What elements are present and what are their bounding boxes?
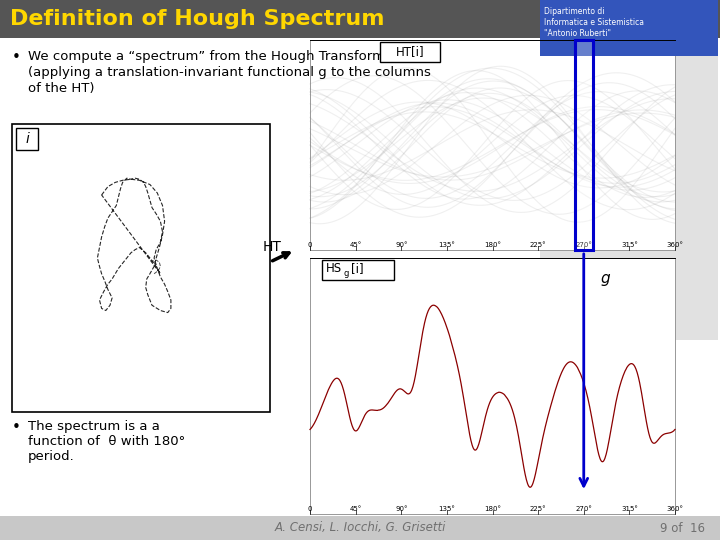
- Text: 90°: 90°: [395, 242, 408, 248]
- Text: •: •: [12, 50, 21, 65]
- Bar: [12, 124, 270, 412]
- Text: g: g: [344, 268, 349, 278]
- Text: (applying a translation-invariant functional g to the columns: (applying a translation-invariant functi…: [28, 66, 431, 79]
- Text: 135°: 135°: [438, 242, 455, 248]
- Text: period.: period.: [28, 450, 75, 463]
- Bar: [575, 40, 593, 250]
- Text: 0: 0: [307, 242, 312, 248]
- Text: of the HT): of the HT): [28, 82, 94, 95]
- Text: We compute a “spectrum” from the Hough Transform: We compute a “spectrum” from the Hough T…: [28, 50, 385, 63]
- Text: HT: HT: [263, 240, 282, 254]
- Text: 0: 0: [307, 506, 312, 512]
- Text: 45°: 45°: [349, 242, 361, 248]
- Text: 180°: 180°: [484, 506, 501, 512]
- Text: 225°: 225°: [530, 242, 546, 248]
- Text: Informatica e Sistemistica: Informatica e Sistemistica: [544, 18, 644, 27]
- Text: function of  θ with 180°: function of θ with 180°: [28, 435, 185, 448]
- Bar: [322, 260, 394, 280]
- Text: g: g: [600, 271, 611, 286]
- Text: •: •: [12, 420, 21, 435]
- Text: 315°: 315°: [621, 506, 638, 512]
- Text: 225°: 225°: [530, 506, 546, 512]
- Text: Dipartimento di: Dipartimento di: [544, 7, 605, 16]
- Text: i: i: [25, 132, 29, 146]
- Bar: [575, 40, 593, 250]
- Text: 135°: 135°: [438, 506, 455, 512]
- Text: HT[i]: HT[i]: [396, 45, 424, 58]
- Text: 45°: 45°: [349, 506, 361, 512]
- Bar: [310, 40, 675, 250]
- Text: 270°: 270°: [575, 242, 592, 248]
- Bar: [380, 42, 440, 62]
- Text: HS: HS: [326, 262, 342, 275]
- Text: 90°: 90°: [395, 506, 408, 512]
- Text: 315°: 315°: [621, 242, 638, 248]
- Text: 270°: 270°: [575, 506, 592, 512]
- Text: 360°: 360°: [667, 506, 683, 512]
- Text: [i]: [i]: [351, 262, 364, 275]
- Text: 180°: 180°: [484, 242, 501, 248]
- Bar: [16, 128, 38, 150]
- Bar: [540, 0, 718, 56]
- Bar: [310, 258, 675, 514]
- Bar: [540, 30, 718, 340]
- Text: "Antonio Ruberti": "Antonio Ruberti": [544, 29, 611, 38]
- Text: The spectrum is a a: The spectrum is a a: [28, 420, 160, 433]
- Text: Definition of Hough Spectrum: Definition of Hough Spectrum: [10, 9, 384, 29]
- Text: 9 of  16: 9 of 16: [660, 522, 705, 535]
- Bar: [0, 0, 720, 38]
- Text: 360°: 360°: [667, 242, 683, 248]
- Text: A. Censi, L. Iocchi, G. Grisetti: A. Censi, L. Iocchi, G. Grisetti: [274, 522, 446, 535]
- Bar: [0, 516, 720, 540]
